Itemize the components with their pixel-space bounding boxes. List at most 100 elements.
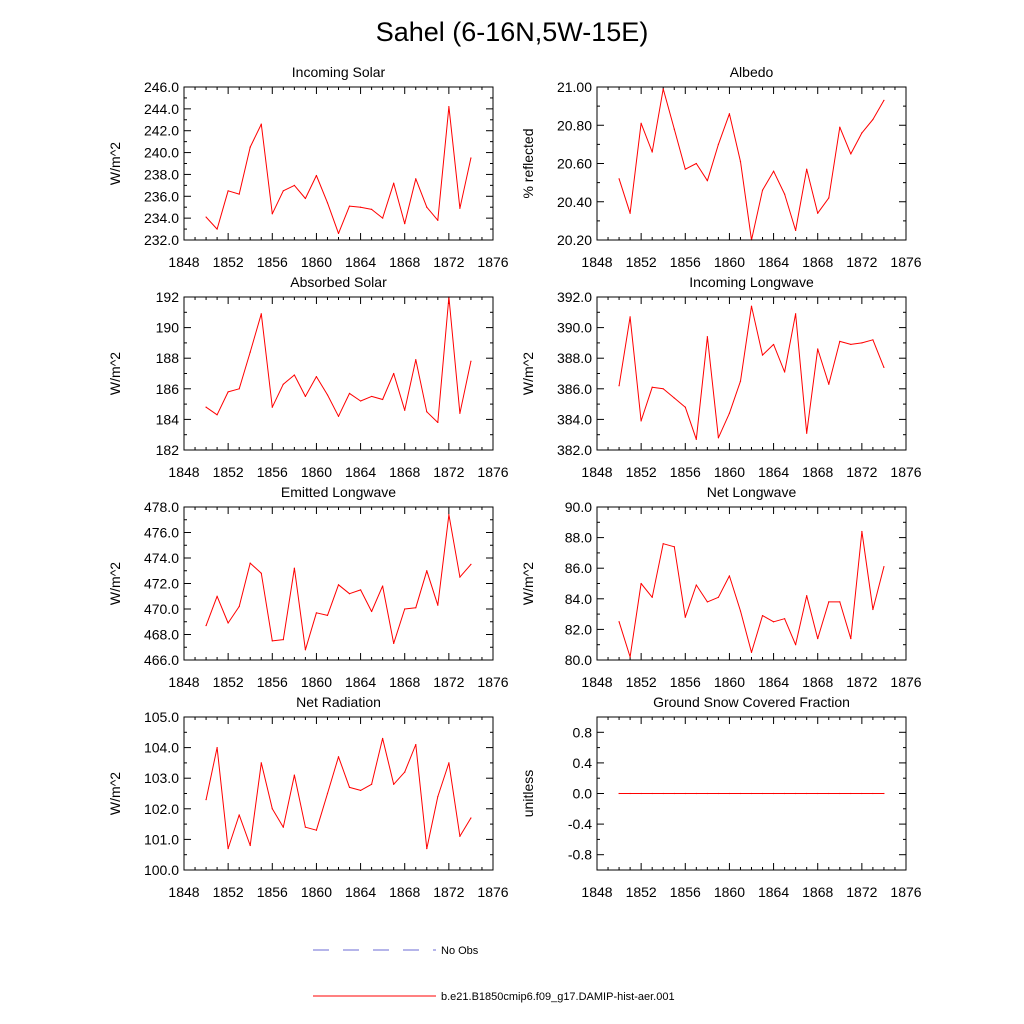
chart-3-series-1-point <box>249 351 251 353</box>
chart-1-y-tick-label: 244.0 <box>144 101 179 117</box>
chart-6-x-tick-label: 1876 <box>890 674 921 690</box>
chart-6-series-1-point <box>695 584 697 586</box>
chart-4-series-1-point <box>750 305 753 307</box>
chart-4-x-tick-label: 1876 <box>890 464 921 480</box>
chart-6-y-tick-label: 84.0 <box>565 591 592 607</box>
chart-1-x-tick-label: 1868 <box>389 254 420 270</box>
chart-1-y-tick-label: 246.0 <box>144 79 179 95</box>
chart-6-x-tick-label: 1852 <box>626 674 657 690</box>
chart-3-series-1-point <box>426 411 428 413</box>
chart-6-series-1-point <box>728 575 731 577</box>
chart-1-series-1-point <box>437 219 439 221</box>
chart-6-x-tick-label: 1860 <box>714 674 745 690</box>
chart-7-series-1-line <box>205 737 472 850</box>
chart-5-series-1-point <box>238 605 240 608</box>
chart-4-y-tick-label: 384.0 <box>557 411 592 427</box>
legend-label-model-run: b.e21.B1850cmip6.f09_g17.DAMIP-hist-aer.… <box>441 991 675 1003</box>
chart-6-series-1-point <box>784 618 786 620</box>
chart-1-series-1-point <box>359 206 362 208</box>
chart-6-series-1-point <box>761 615 764 617</box>
chart-2-series-1-point <box>828 197 830 199</box>
chart-3-series-1-point <box>304 395 306 398</box>
chart-1-series-1-point <box>216 228 218 230</box>
chart-7-y-tick-label: 105.0 <box>144 709 179 725</box>
chart-8-series-1-point <box>861 792 863 795</box>
chart-7-series-1-point <box>271 808 273 810</box>
chart-7-series-1-point <box>348 786 351 788</box>
chart-2-series-1-point <box>883 99 885 101</box>
chart-2-series-1-point <box>872 118 874 121</box>
chart-5-series-1-point <box>415 607 417 609</box>
chart-7-title: Net Radiation <box>296 694 381 710</box>
chart-8-series-1-point <box>662 792 664 795</box>
chart-2-x-tick-label: 1876 <box>890 254 921 270</box>
chart-8-series-1-point <box>872 792 874 795</box>
chart-1-series-1-point <box>282 190 284 192</box>
chart-5-series-1-point <box>271 640 273 642</box>
chart-3-series-1-point <box>371 395 373 398</box>
chart-6-title: Net Longwave <box>707 484 797 500</box>
chart-1-series-1-point <box>393 182 395 184</box>
chart-3-x-tick-label: 1864 <box>345 464 376 480</box>
chart-7-series-1-point <box>359 789 362 792</box>
chart-1-series-1-point <box>293 184 295 186</box>
chart-3-x-tick-label: 1860 <box>301 464 332 480</box>
chart-1-x-tick-label: 1876 <box>477 254 508 270</box>
chart-5-series-1-point <box>205 624 207 627</box>
chart-6-x-tick-label: 1872 <box>846 674 877 690</box>
chart-7-series-1-point <box>382 737 384 740</box>
chart-7-series-1-point <box>371 783 373 785</box>
chart-2-series-1-point <box>662 88 664 90</box>
chart-5-y-tick-label: 472.0 <box>144 576 179 592</box>
chart-4-series-1-point <box>817 348 819 350</box>
chart-2-x-tick-label: 1856 <box>670 254 701 270</box>
chart-7-series-1-point <box>216 747 218 749</box>
chart-1-x-tick-label: 1856 <box>257 254 288 270</box>
chart-7-series-1-point <box>448 762 450 764</box>
chart-6-series-1-point <box>684 616 686 618</box>
chart-6-y-tick-label: 88.0 <box>565 530 592 546</box>
chart-4-y-tick-label: 392.0 <box>557 289 592 305</box>
chart-8-series-1-point <box>695 792 697 795</box>
chart-3-series-1-point <box>205 406 207 408</box>
chart-3-series-1-point <box>260 313 262 315</box>
chart-2-series-1-point <box>618 178 620 180</box>
chart-5-y-tick-label: 468.0 <box>144 627 179 643</box>
chart-4-series-1-point <box>717 437 719 439</box>
chart-2-series-1-point <box>739 160 742 163</box>
chart-1-series-1-point <box>304 197 306 200</box>
chart-5-series-1-point <box>382 585 384 587</box>
chart-2-series-1-point <box>695 162 697 165</box>
chart-6-series-1-point <box>750 651 753 653</box>
chart-6-series-1-point <box>717 596 719 598</box>
chart-8-series-1-point <box>883 792 885 795</box>
chart-5-x-tick-label: 1848 <box>168 674 199 690</box>
chart-7-series-1-point <box>470 817 472 819</box>
chart-2-series-1-point <box>784 193 786 195</box>
chart-7-series-1-point <box>326 792 329 795</box>
chart-3-series-1-point <box>437 421 439 424</box>
chart-7-series-1-point <box>315 829 318 831</box>
chart-1-series-1-point <box>337 232 340 235</box>
chart-4-series-1-point <box>872 339 874 341</box>
chart-7-x-tick-label: 1868 <box>389 884 420 900</box>
chart-3-series-1-point <box>315 375 318 378</box>
chart-3-y-tick-label: 188 <box>156 350 180 366</box>
chart-5-series-1-point <box>448 514 450 516</box>
chart-7-series-1-point <box>304 826 306 828</box>
chart-4-series-1-point <box>839 340 841 342</box>
chart-4-series-1-point <box>761 354 764 356</box>
chart-4-series-1-point <box>618 385 620 387</box>
chart-6-series-1-point <box>739 610 742 612</box>
chart-4-series-1-point <box>640 420 642 422</box>
chart-5-series-1-point <box>359 589 362 591</box>
chart-8-series-1-point <box>806 792 808 795</box>
chart-2-y-tick-label: 21.00 <box>557 79 592 95</box>
chart-3-x-tick-label: 1868 <box>389 464 420 480</box>
chart-8-y-tick-label: 0.8 <box>573 724 593 740</box>
chart-7-y-tick-label: 103.0 <box>144 770 179 786</box>
chart-4-series-1-point <box>861 342 863 344</box>
chart-7-y-tick-label: 104.0 <box>144 740 179 756</box>
chart-5-x-tick-label: 1872 <box>433 674 464 690</box>
chart-4-series-1-point <box>772 343 775 346</box>
